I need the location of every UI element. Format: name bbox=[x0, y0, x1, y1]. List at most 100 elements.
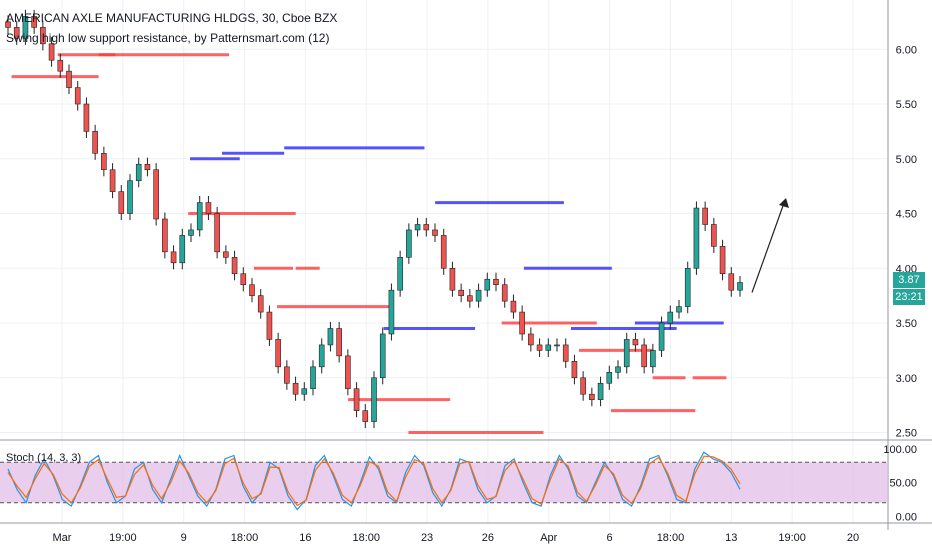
candle bbox=[118, 191, 125, 214]
candle bbox=[641, 344, 647, 368]
stoch-title: Stoch (14, 3, 3) bbox=[6, 452, 82, 464]
x-tick-label: 23 bbox=[421, 532, 433, 544]
candle bbox=[501, 284, 508, 302]
candle bbox=[676, 306, 682, 313]
x-tick-label: 13 bbox=[725, 532, 737, 544]
x-tick-label: 20 bbox=[847, 532, 859, 544]
candle bbox=[632, 339, 639, 346]
candle bbox=[336, 328, 342, 357]
candle bbox=[292, 382, 299, 395]
candle bbox=[571, 361, 578, 379]
candle bbox=[196, 202, 203, 231]
candle bbox=[693, 207, 700, 269]
candle bbox=[562, 344, 569, 362]
candle bbox=[737, 282, 743, 291]
x-tick-label: Mar bbox=[53, 532, 72, 544]
stoch-y-tick-label: 0.00 bbox=[896, 511, 917, 523]
candle bbox=[231, 257, 238, 275]
candle bbox=[153, 169, 159, 220]
candle bbox=[711, 224, 717, 247]
indicator-label: Swing high low support resistance, by Pa… bbox=[6, 31, 330, 45]
forecast-arrow-head bbox=[779, 198, 789, 208]
candle bbox=[127, 180, 133, 214]
candle bbox=[223, 251, 229, 258]
y-tick-label: 5.00 bbox=[896, 154, 917, 166]
candle bbox=[475, 289, 482, 302]
candle bbox=[545, 344, 552, 351]
candle bbox=[650, 350, 656, 368]
candle bbox=[74, 87, 81, 105]
candle bbox=[205, 202, 212, 214]
candle bbox=[66, 70, 72, 88]
candle bbox=[484, 278, 491, 291]
x-tick-label: 16 bbox=[299, 532, 311, 544]
candle bbox=[423, 224, 430, 231]
candle bbox=[92, 131, 98, 154]
candle bbox=[188, 229, 194, 236]
candle bbox=[240, 273, 247, 285]
x-tick-label: 18:00 bbox=[231, 532, 259, 544]
stoch-k-line bbox=[7, 451, 741, 511]
candle bbox=[432, 229, 438, 236]
candle bbox=[597, 382, 604, 400]
candle bbox=[318, 344, 325, 368]
stoch-y-tick-label: 100.00 bbox=[883, 444, 917, 456]
candle bbox=[589, 393, 595, 400]
candle bbox=[13, 27, 20, 39]
candle bbox=[257, 295, 264, 313]
candle bbox=[144, 163, 151, 171]
candle bbox=[109, 169, 116, 192]
stoch-y-tick-label: 50.00 bbox=[889, 478, 917, 490]
x-tick-label: 18:00 bbox=[657, 532, 685, 544]
candle bbox=[388, 289, 395, 335]
candle bbox=[179, 235, 186, 264]
y-tick-label: 3.00 bbox=[896, 373, 917, 385]
candle bbox=[580, 377, 586, 395]
x-tick-label: 9 bbox=[181, 532, 187, 544]
candle bbox=[310, 366, 316, 390]
candle bbox=[658, 322, 665, 351]
candle bbox=[493, 278, 499, 286]
candle bbox=[83, 103, 90, 132]
candle bbox=[414, 224, 421, 231]
candle bbox=[519, 311, 525, 335]
bar-countdown-tag: 23:21 bbox=[893, 289, 925, 305]
candle bbox=[327, 328, 334, 346]
candle bbox=[249, 284, 255, 296]
y-tick-label: 2.50 bbox=[896, 428, 917, 440]
candle bbox=[528, 333, 534, 346]
candle bbox=[345, 355, 351, 390]
candle bbox=[719, 246, 726, 275]
candle bbox=[371, 377, 377, 422]
y-tick-label: 5.50 bbox=[896, 99, 917, 111]
candle bbox=[554, 344, 560, 347]
candle bbox=[101, 153, 107, 171]
candle bbox=[353, 388, 360, 411]
candle bbox=[284, 366, 290, 384]
y-tick-label: 4.50 bbox=[896, 209, 917, 221]
candle bbox=[406, 229, 412, 258]
x-tick-label: 18:00 bbox=[352, 532, 380, 544]
candle bbox=[275, 339, 281, 368]
candle bbox=[301, 388, 308, 395]
y-tick-label: 6.00 bbox=[896, 44, 917, 56]
candle bbox=[379, 333, 386, 379]
candle bbox=[702, 207, 708, 225]
stoch-d-line bbox=[7, 455, 741, 507]
candle bbox=[362, 410, 369, 422]
candle bbox=[162, 218, 168, 253]
candle bbox=[440, 235, 447, 269]
candle bbox=[606, 371, 613, 384]
candle bbox=[40, 27, 46, 45]
x-tick-label: 19:00 bbox=[778, 532, 806, 544]
candle bbox=[214, 213, 220, 253]
stoch-band bbox=[0, 462, 888, 503]
y-tick-label: 3.50 bbox=[896, 318, 917, 330]
candle bbox=[266, 311, 273, 340]
candle bbox=[57, 59, 64, 72]
x-tick-label: 6 bbox=[607, 532, 613, 544]
last-price-tag: 3.87 bbox=[893, 272, 925, 288]
candle bbox=[31, 16, 37, 28]
candle bbox=[397, 257, 403, 291]
